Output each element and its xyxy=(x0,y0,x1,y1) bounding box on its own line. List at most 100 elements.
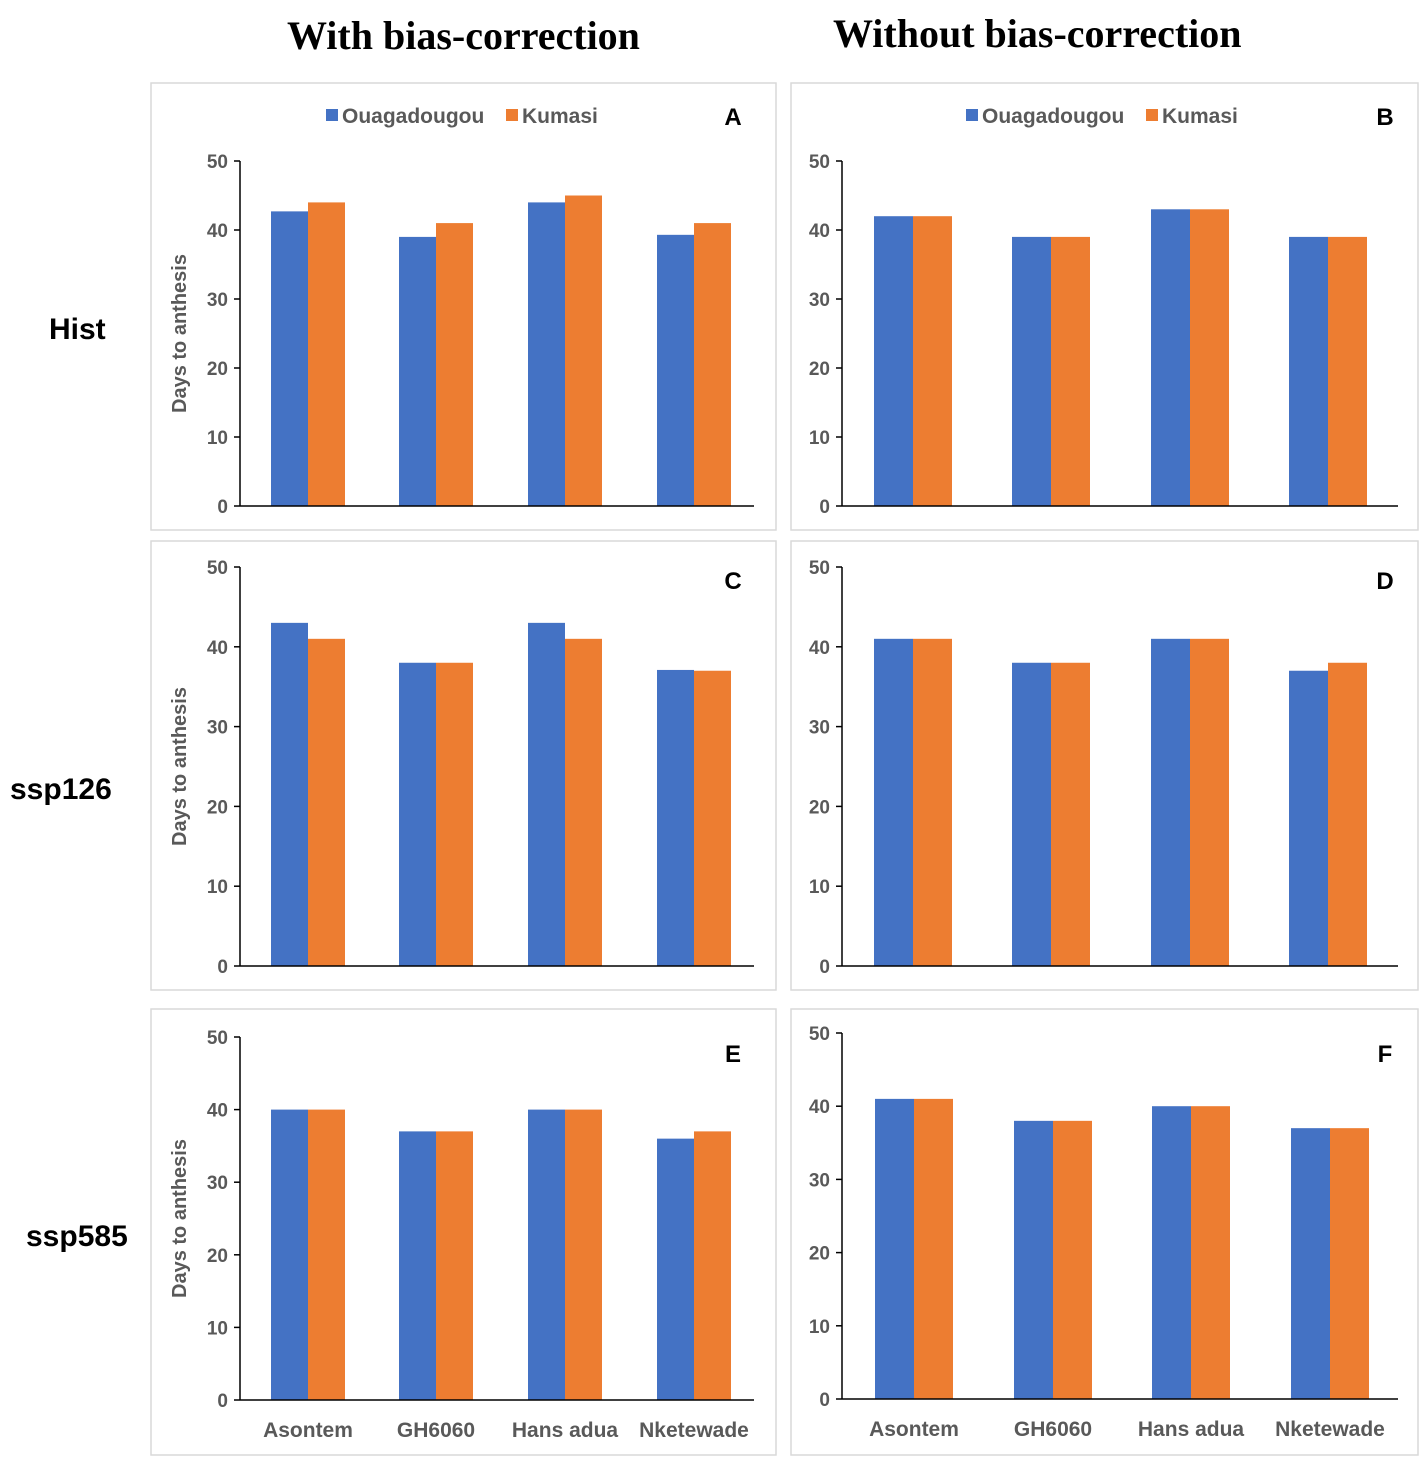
panel-b-bar-kumasi-2 xyxy=(1051,236,1090,506)
panel-d-bar-ouagadougou-4 xyxy=(1289,670,1328,966)
panel-f-y-tick-label: 50 xyxy=(809,1024,830,1045)
panel-c-bar-kumasi-1 xyxy=(308,638,345,966)
panel-f-x-tick-label: GH6060 xyxy=(1014,1418,1092,1441)
panel-d-bar-ouagadougou-1 xyxy=(874,638,913,966)
panel-c-bar-ouagadougou-1 xyxy=(271,622,308,966)
panel-e-bar-kumasi-4 xyxy=(694,1131,731,1400)
panel-b-y-tick-label: 0 xyxy=(819,497,830,518)
panel-e-bar-ouagadougou-4 xyxy=(657,1138,694,1400)
panel-d-bar-kumasi-4 xyxy=(1328,662,1367,966)
panel-d-y-tick-label: 50 xyxy=(809,558,830,579)
panel-f-y-tick-label: 20 xyxy=(809,1244,830,1265)
panel-e-y-tick-label: 40 xyxy=(207,1101,228,1122)
panel-a-bar-kumasi-1 xyxy=(308,202,345,506)
panel-a-bar-kumasi-2 xyxy=(436,223,473,506)
panel-c-bar-kumasi-3 xyxy=(565,638,602,966)
panel-b-legend-label-kumasi: Kumasi xyxy=(1162,105,1238,128)
panel-a-y-axis-title: Days to anthesis xyxy=(169,254,191,413)
panel-d-y-tick-label: 30 xyxy=(809,718,830,739)
panel-f-x-tick-label: Hans adua xyxy=(1138,1418,1245,1441)
panel-f-letter: F xyxy=(1378,1041,1393,1068)
panel-e-y-tick-label: 30 xyxy=(207,1173,228,1194)
panel-e-bar-kumasi-3 xyxy=(565,1109,602,1400)
title-without-bias-correction: Without bias-correction xyxy=(833,11,1242,56)
panel-b-legend-label-ouagadougou: Ouagadougou xyxy=(982,105,1124,128)
panel-b-y-tick-label: 10 xyxy=(809,428,830,449)
panel-f-bar-kumasi-4 xyxy=(1330,1128,1369,1399)
panel-a-bar-ouagadougou-2 xyxy=(399,236,436,506)
panel-b-bar-kumasi-3 xyxy=(1190,209,1229,507)
panel-b-y-tick-label: 40 xyxy=(809,221,830,242)
panel-d-bar-ouagadougou-2 xyxy=(1012,662,1051,966)
panel-a-bar-ouagadougou-3 xyxy=(528,202,565,506)
panel-c-y-tick-label: 30 xyxy=(207,718,228,739)
panel-a-letter: A xyxy=(724,104,741,131)
panel-c-y-tick-label: 0 xyxy=(217,957,228,978)
panel-a-y-tick-label: 20 xyxy=(207,359,228,380)
panel-e-x-tick-label: GH6060 xyxy=(397,1419,475,1442)
panel-e-bar-ouagadougou-1 xyxy=(271,1109,308,1400)
title-with-bias-correction: With bias-correction xyxy=(287,13,640,58)
panel-a-bar-ouagadougou-1 xyxy=(271,211,308,506)
panel-b-letter: B xyxy=(1376,104,1393,131)
panel-b-bar-ouagadougou-3 xyxy=(1151,209,1190,507)
panel-e-bar-ouagadougou-2 xyxy=(399,1131,436,1400)
panel-f-x-tick-label: Asontem xyxy=(869,1418,959,1441)
panel-a-y-tick-label: 10 xyxy=(207,428,228,449)
panel-b-bar-ouagadougou-1 xyxy=(874,216,913,506)
panel-d-y-tick-label: 40 xyxy=(809,638,830,659)
row-label-ssp126: ssp126 xyxy=(10,773,112,806)
panel-e-bar-ouagadougou-3 xyxy=(528,1109,565,1400)
panel-b-legend-swatch-kumasi xyxy=(1146,109,1158,121)
panel-f-y-tick-label: 0 xyxy=(819,1390,830,1411)
panel-b-y-tick-label: 20 xyxy=(809,359,830,380)
panel-b-y-tick-label: 50 xyxy=(809,152,830,173)
panel-a-legend-label-ouagadougou: Ouagadougou xyxy=(342,105,484,128)
panel-f-bar-ouagadougou-4 xyxy=(1291,1128,1330,1399)
panel-f-bar-ouagadougou-2 xyxy=(1014,1120,1053,1399)
panel-c-y-tick-label: 50 xyxy=(207,558,228,579)
panel-e-bar-kumasi-2 xyxy=(436,1131,473,1400)
panel-e-y-axis-title: Days to anthesis xyxy=(169,1139,191,1298)
panel-f-bar-ouagadougou-3 xyxy=(1152,1106,1191,1399)
panel-f-y-tick-label: 40 xyxy=(809,1097,830,1118)
panel-f-y-tick-label: 10 xyxy=(809,1317,830,1338)
panel-e-letter: E xyxy=(725,1041,741,1068)
panel-c-bar-kumasi-4 xyxy=(694,670,731,966)
panel-a-legend-swatch-kumasi xyxy=(506,109,518,121)
panel-f-bar-kumasi-2 xyxy=(1053,1120,1092,1399)
panel-c-y-tick-label: 40 xyxy=(207,638,228,659)
panel-d-letter: D xyxy=(1376,568,1393,595)
panel-a-legend-label-kumasi: Kumasi xyxy=(522,105,598,128)
panel-a-bar-kumasi-3 xyxy=(565,195,602,506)
panel-d-bar-ouagadougou-3 xyxy=(1151,638,1190,966)
panel-e-y-tick-label: 50 xyxy=(207,1028,228,1049)
panel-e-x-tick-label: Asontem xyxy=(263,1419,353,1442)
panel-b-bar-ouagadougou-4 xyxy=(1289,236,1328,506)
panel-a-legend-swatch-ouagadougou xyxy=(326,109,338,121)
panel-c-y-axis-title: Days to anthesis xyxy=(169,687,191,846)
panel-c-letter: C xyxy=(724,568,741,595)
panel-e-x-tick-label: Hans adua xyxy=(512,1419,619,1442)
panel-c-bar-ouagadougou-2 xyxy=(399,662,436,966)
panel-b-bar-kumasi-1 xyxy=(913,216,952,506)
panel-a-bar-ouagadougou-4 xyxy=(657,234,694,506)
panel-d-y-tick-label: 0 xyxy=(819,957,830,978)
panel-a-bar-kumasi-4 xyxy=(694,223,731,506)
panel-d-y-tick-label: 10 xyxy=(809,877,830,898)
panel-b-y-tick-label: 30 xyxy=(809,290,830,311)
panel-d-bar-kumasi-3 xyxy=(1190,638,1229,966)
panel-e-y-tick-label: 20 xyxy=(207,1246,228,1267)
row-label-hist: Hist xyxy=(49,313,106,346)
panel-f-x-tick-label: Nketewade xyxy=(1275,1418,1385,1441)
panel-f-y-tick-label: 30 xyxy=(809,1170,830,1191)
panel-e-y-tick-label: 0 xyxy=(217,1391,228,1412)
panel-c-bar-kumasi-2 xyxy=(436,662,473,966)
panel-e-x-tick-label: Nketewade xyxy=(639,1419,749,1442)
panel-d-bar-kumasi-1 xyxy=(913,638,952,966)
panel-d-y-tick-label: 20 xyxy=(809,797,830,818)
panel-e-y-tick-label: 10 xyxy=(207,1318,228,1339)
panel-c-bar-ouagadougou-3 xyxy=(528,622,565,966)
panel-a-y-tick-label: 30 xyxy=(207,290,228,311)
